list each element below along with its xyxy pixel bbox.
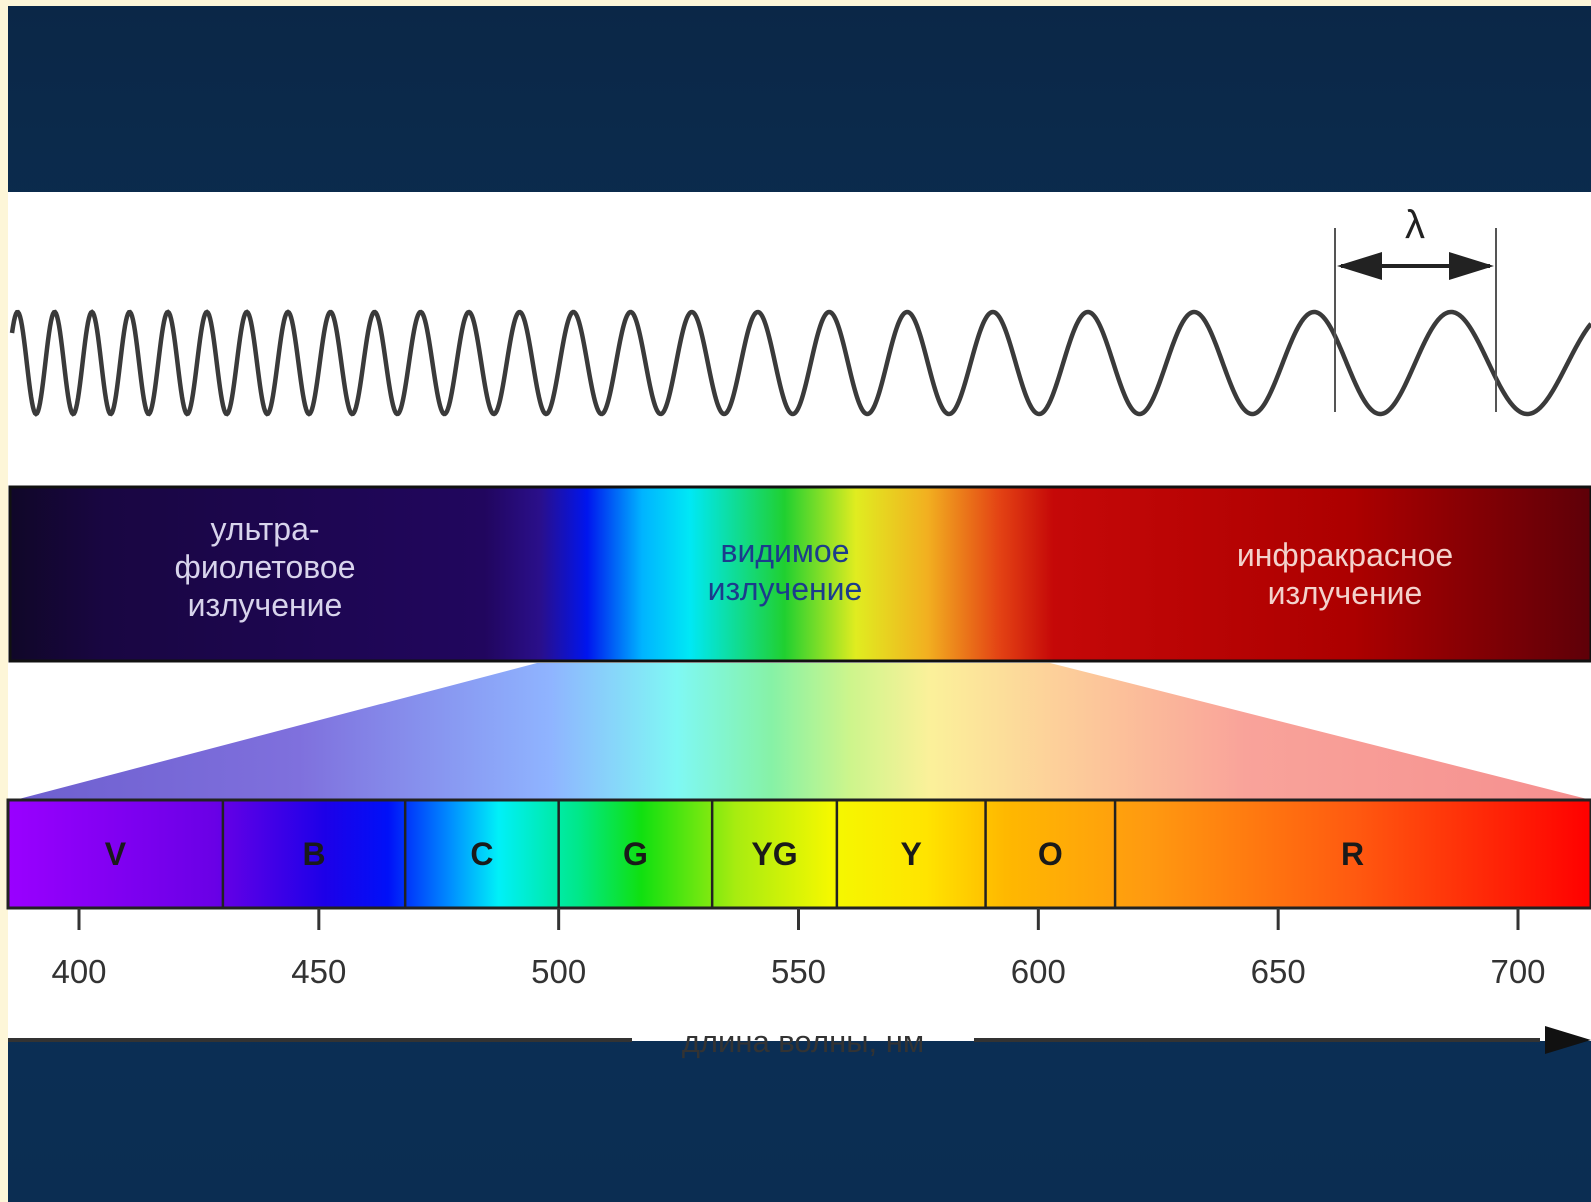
axis-label: длина волны, нм bbox=[682, 1024, 924, 1059]
uv-label: ультра- фиолетовое излучение bbox=[174, 511, 355, 623]
axis-tick-label: 450 bbox=[291, 953, 346, 990]
em-spectrum-bar bbox=[8, 485, 1591, 663]
axis-tick-label: 600 bbox=[1011, 953, 1066, 990]
band-label-b: B bbox=[302, 836, 325, 872]
axis-arrowhead bbox=[1545, 1026, 1591, 1054]
lambda-arrowhead-left bbox=[1337, 252, 1382, 280]
lambda-indicator: λ bbox=[1334, 203, 1497, 412]
lambda-arrowhead-right bbox=[1449, 252, 1494, 280]
axis-tick-label: 650 bbox=[1251, 953, 1306, 990]
ir-label: инфракрасное излучение bbox=[1237, 537, 1453, 611]
visible-label-line-2: излучение bbox=[708, 571, 863, 607]
band-label-g: G bbox=[623, 836, 648, 872]
ir-label-line-1: инфракрасное bbox=[1237, 537, 1453, 573]
visible-label-line-1: видимое bbox=[720, 533, 849, 569]
band-label-c: C bbox=[470, 836, 493, 872]
band-label-v: V bbox=[105, 836, 127, 872]
wavelength-wave bbox=[9, 309, 1591, 417]
uv-label-line-3: излучение bbox=[188, 587, 343, 623]
visible-label: видимое излучение bbox=[708, 533, 863, 607]
band-label-o: O bbox=[1038, 836, 1063, 872]
band-label-y: Y bbox=[901, 836, 922, 872]
axis-tick-label: 400 bbox=[51, 953, 106, 990]
ir-label-line-2: излучение bbox=[1268, 575, 1423, 611]
axis-tick-label: 700 bbox=[1490, 953, 1545, 990]
axis-tick-label: 500 bbox=[531, 953, 586, 990]
band-label-yg: YG bbox=[751, 836, 797, 872]
uv-label-line-2: фиолетовое bbox=[174, 549, 355, 585]
band-label-r: R bbox=[1341, 836, 1364, 872]
wavelength-axis: длина волны, нм bbox=[8, 1024, 1591, 1059]
axis-tick-label: 550 bbox=[771, 953, 826, 990]
uv-label-line-1: ультра- bbox=[210, 511, 319, 547]
visible-expansion-fan bbox=[15, 663, 1591, 800]
lambda-symbol: λ bbox=[1405, 203, 1425, 247]
